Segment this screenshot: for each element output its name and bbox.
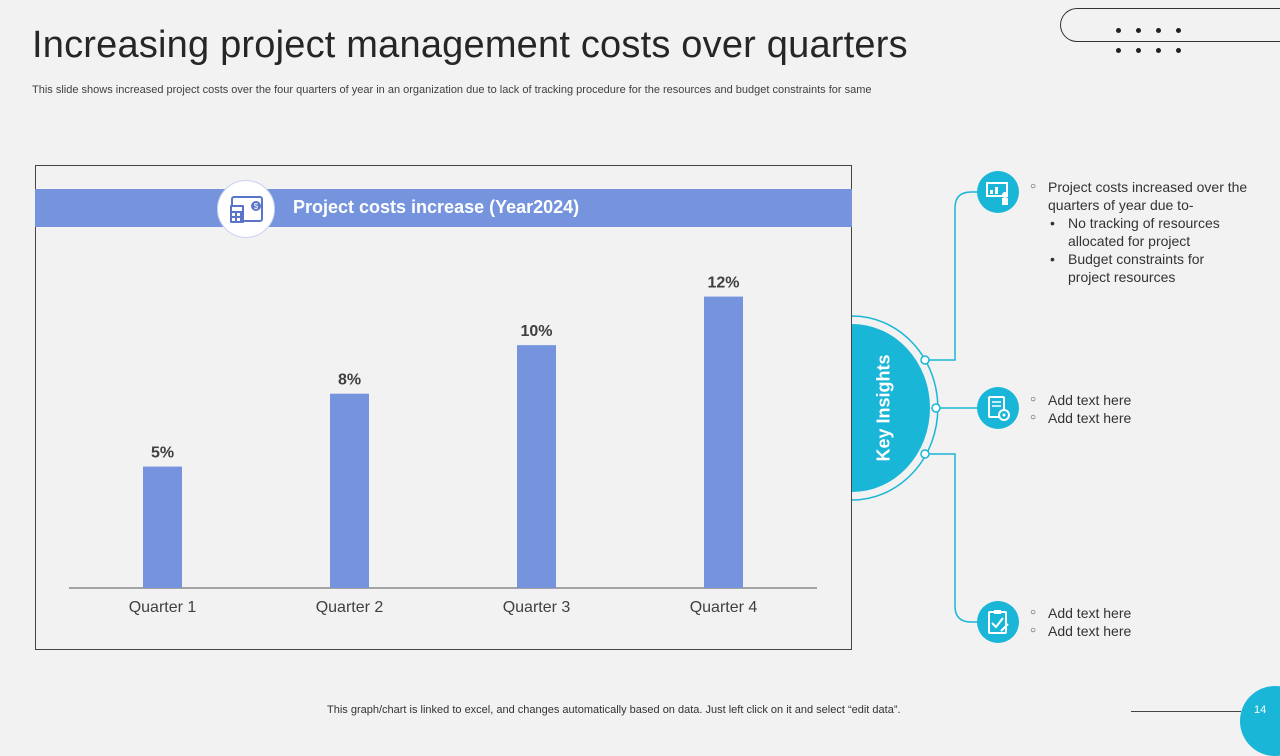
bar-4[interactable]: [704, 296, 743, 588]
insight-lead: Project costs increased over the quarter…: [1048, 179, 1248, 213]
insight-line: Add text here: [1048, 392, 1132, 408]
data-label-3: 10%: [520, 323, 552, 340]
page-number: 14: [1254, 704, 1267, 716]
svg-text:$: $: [254, 202, 259, 211]
bar-chart[interactable]: 5% Quarter 1 8% Quarter 2 10% Quarter 3 12% Qua…: [0, 0, 1280, 720]
insights-connector-graphic: [851, 191, 978, 623]
insight-bullet: No tracking of resources allocated for p…: [1068, 215, 1220, 249]
data-label-1: 5%: [151, 445, 174, 462]
slide-subtitle: This slide shows increased project costs…: [32, 84, 872, 96]
bar-3[interactable]: [517, 345, 556, 588]
chart-banner: [35, 189, 852, 227]
x-tick-label-4: Quarter 4: [690, 599, 758, 616]
insight-item-3: ○ Add text here ○ Add text here: [1030, 605, 1132, 639]
presentation-icon: [977, 171, 1019, 213]
chart-frame[interactable]: [35, 165, 852, 650]
chart-title: Project costs increase (Year2024): [293, 197, 580, 217]
insight-bullet: Budget constraints for project resources: [1068, 251, 1205, 285]
x-tick-label-3: Quarter 3: [503, 599, 571, 616]
insight-line: Add text here: [1048, 410, 1132, 426]
key-insights-label: Key Insights: [873, 354, 894, 462]
decorative-dots: [1116, 28, 1188, 58]
decorative-pill: [1060, 8, 1280, 42]
footer-note: This graph/chart is linked to excel, and…: [327, 704, 901, 716]
bar-1[interactable]: [143, 466, 182, 588]
insight-line: Add text here: [1048, 605, 1132, 621]
slide-title: Increasing project management costs over…: [32, 24, 908, 66]
settings-document-icon: [977, 387, 1019, 429]
clipboard-check-icon: [977, 601, 1019, 643]
bar-2[interactable]: [330, 393, 369, 588]
insight-item-2: ○ Add text here ○ Add text here: [1030, 392, 1132, 426]
insight-item-1: ○ Project costs increased over the quarte…: [1030, 179, 1248, 285]
x-tick-label-1: Quarter 1: [129, 599, 197, 616]
data-label-2: 8%: [338, 372, 361, 389]
data-label-4: 12%: [707, 275, 739, 292]
calculator-icon: $: [217, 180, 275, 238]
insight-line: Add text here: [1048, 623, 1132, 639]
x-tick-label-2: Quarter 2: [316, 599, 384, 616]
footer-divider: [1131, 711, 1241, 712]
